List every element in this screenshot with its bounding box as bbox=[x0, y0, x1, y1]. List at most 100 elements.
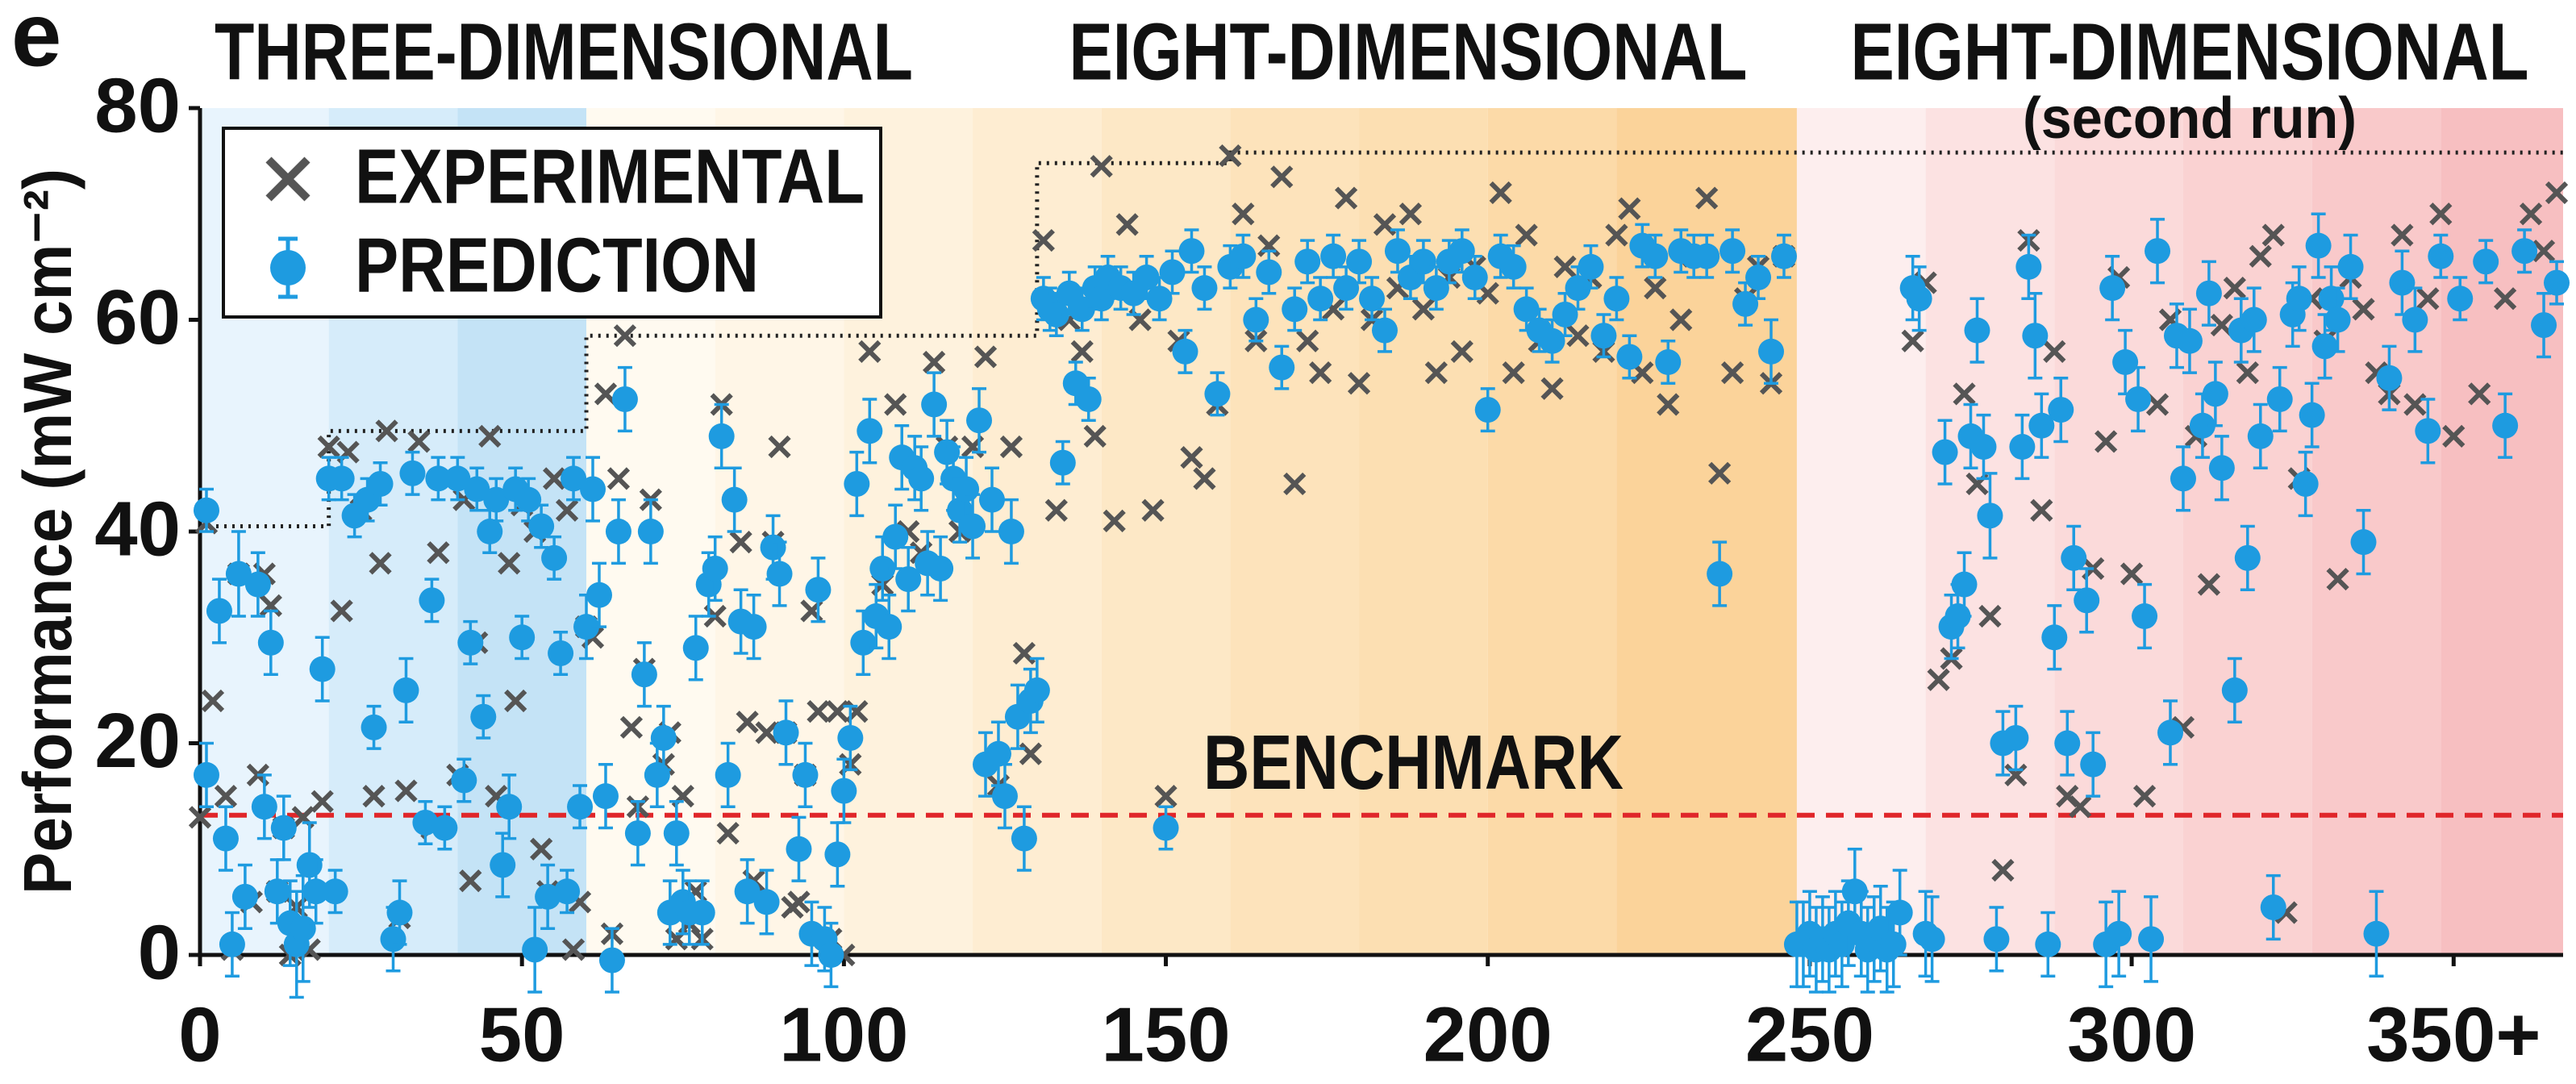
prediction-point bbox=[1578, 253, 1604, 280]
prediction-point bbox=[2003, 724, 2029, 751]
experimental-point bbox=[2416, 287, 2440, 311]
prediction-point bbox=[1964, 317, 1990, 344]
prediction-point bbox=[193, 497, 219, 523]
experimental-point bbox=[1424, 361, 1448, 385]
experimental-point bbox=[478, 424, 502, 448]
prediction-point bbox=[2195, 280, 2222, 306]
experimental-point bbox=[1219, 144, 1242, 168]
prediction-point bbox=[361, 714, 387, 740]
prediction-point bbox=[2099, 275, 2126, 302]
experimental-point bbox=[1553, 255, 1577, 278]
prediction-point bbox=[412, 809, 439, 836]
prediction-point bbox=[573, 614, 600, 640]
experimental-point bbox=[787, 890, 811, 914]
prediction-point bbox=[966, 407, 993, 434]
experimental-point bbox=[2120, 562, 2144, 586]
prediction-point bbox=[2035, 931, 2061, 957]
experimental-point bbox=[1083, 424, 1107, 448]
prediction-point bbox=[2260, 894, 2286, 920]
experimental-point bbox=[1695, 186, 1719, 210]
prediction-point bbox=[2511, 238, 2538, 265]
prediction-point bbox=[2311, 333, 2338, 360]
prediction-point bbox=[734, 878, 761, 905]
prediction-point bbox=[1320, 243, 1347, 269]
experimental-point bbox=[729, 531, 752, 554]
experimental-point bbox=[1669, 308, 1693, 331]
prediction-point bbox=[2176, 327, 2203, 354]
prediction-point bbox=[1603, 286, 1630, 312]
experimental-point bbox=[2352, 298, 2375, 321]
prediction-point bbox=[425, 465, 452, 492]
prediction-point bbox=[270, 815, 297, 841]
experimental-point bbox=[407, 430, 431, 453]
prediction-point bbox=[2266, 386, 2293, 412]
experimental-point bbox=[1450, 340, 1473, 363]
prediction-point bbox=[554, 878, 581, 905]
experimental-point bbox=[2468, 382, 2491, 406]
prediction-point bbox=[927, 555, 954, 582]
experimental-point bbox=[807, 700, 830, 723]
experimental-point bbox=[2145, 393, 2170, 416]
prediction-point bbox=[2305, 232, 2332, 259]
prediction-point bbox=[1384, 238, 1411, 265]
prediction-point bbox=[2041, 624, 2068, 651]
prediction-point bbox=[773, 719, 799, 746]
experimental-point bbox=[2236, 361, 2259, 385]
legend-box bbox=[222, 127, 882, 319]
experimental-point bbox=[858, 340, 882, 363]
prediction-point bbox=[1694, 243, 1720, 269]
experimental-point bbox=[1605, 223, 1628, 247]
prediction-point bbox=[2202, 381, 2228, 407]
experimental-point bbox=[2210, 313, 2233, 337]
prediction-point bbox=[1069, 296, 1095, 323]
prediction-point bbox=[2389, 269, 2416, 296]
prediction-point bbox=[2447, 286, 2474, 312]
prediction-point bbox=[548, 640, 574, 666]
prediction-point bbox=[831, 778, 857, 804]
prediction-point bbox=[1970, 434, 1997, 460]
experimental-point bbox=[619, 715, 644, 739]
section-title: EIGHT-DIMENSIONAL bbox=[1069, 6, 1748, 97]
experimental-point bbox=[201, 689, 225, 713]
prediction-point bbox=[1294, 248, 1321, 275]
prediction-point bbox=[857, 418, 883, 444]
panel-label: e bbox=[11, 0, 61, 85]
prediction-point bbox=[2080, 751, 2107, 778]
prediction-point bbox=[490, 852, 516, 878]
prediction-point bbox=[1880, 931, 1907, 957]
experimental-point bbox=[2326, 567, 2349, 591]
experimental-point bbox=[1657, 393, 1680, 416]
experimental-point bbox=[362, 785, 386, 808]
prediction-point bbox=[1023, 677, 1050, 703]
experimental-point bbox=[555, 498, 579, 522]
prediction-point bbox=[631, 661, 657, 688]
x-tick-label: 50 bbox=[479, 991, 565, 1078]
prediction-point bbox=[715, 761, 741, 788]
prediction-point bbox=[1191, 275, 1218, 302]
experimental-point bbox=[1193, 467, 1216, 490]
prediction-point bbox=[876, 614, 902, 640]
prediction-point bbox=[1159, 259, 1186, 286]
experimental-point bbox=[716, 821, 740, 845]
experimental-point bbox=[1502, 361, 1525, 385]
x-tick-label: 100 bbox=[779, 991, 908, 1078]
experimental-point bbox=[1708, 461, 1732, 485]
prediction-point bbox=[2234, 544, 2261, 571]
experimental-point bbox=[768, 435, 791, 459]
prediction-point bbox=[1590, 323, 1617, 349]
prediction-point bbox=[322, 878, 348, 905]
prediction-point bbox=[637, 519, 664, 544]
prediction-point bbox=[2363, 920, 2390, 947]
prediction-point bbox=[1043, 301, 1069, 327]
experimental-point bbox=[1515, 223, 1538, 247]
prediction-point bbox=[380, 926, 406, 953]
prediction-point bbox=[483, 486, 510, 513]
prediction-point bbox=[869, 555, 896, 582]
experimental-point bbox=[2030, 498, 2053, 522]
prediction-point bbox=[611, 386, 638, 412]
prediction-point bbox=[882, 523, 909, 550]
prediction-point bbox=[1655, 349, 1682, 375]
prediction-point bbox=[457, 629, 484, 656]
experimental-point bbox=[498, 552, 521, 575]
prediction-point bbox=[2028, 412, 2055, 439]
